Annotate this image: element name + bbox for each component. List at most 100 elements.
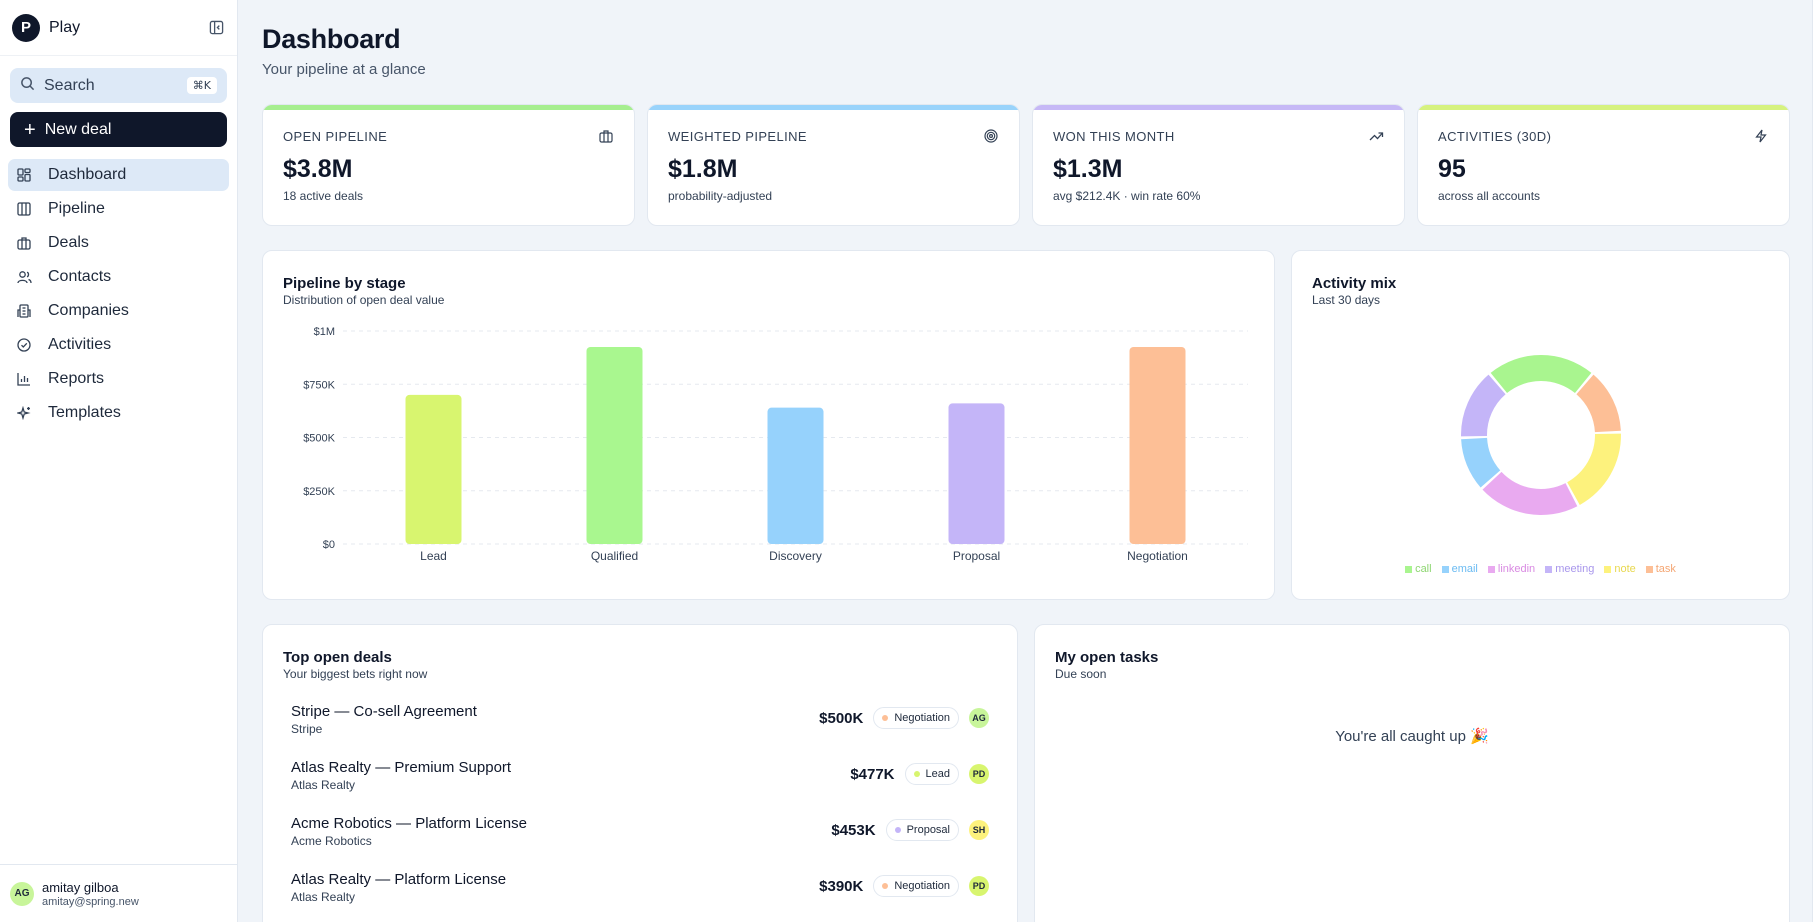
app-logo[interactable]: P — [12, 13, 40, 42]
deal-amount: $390K — [819, 877, 864, 895]
bar-negotiation[interactable] — [1129, 346, 1186, 544]
page-title: Dashboard — [262, 24, 401, 54]
kpi-value: $1.8M — [668, 155, 738, 183]
kpi-label: ACTIVITIES (30D) — [1438, 129, 1552, 144]
avatar: PD — [969, 764, 989, 784]
sidebar-item-deals[interactable]: Deals — [8, 227, 229, 259]
kpi-label: OPEN PIPELINE — [283, 129, 388, 144]
user-email: amitay@spring.new — [42, 895, 139, 908]
sidebar-item-contacts[interactable]: Contacts — [8, 261, 229, 293]
card-subtitle: Last 30 days — [1312, 293, 1381, 307]
x-tick-label: Proposal — [953, 549, 1000, 563]
kpi-value: 95 — [1438, 155, 1466, 183]
status-badge: Negotiation — [873, 707, 959, 729]
table-row[interactable]: Acme Robotics — Platform License Acme Ro… — [291, 807, 989, 855]
deal-amount: $453K — [831, 821, 876, 839]
legend-label: note — [1614, 563, 1636, 575]
scrollbar-track[interactable] — [1812, 0, 1818, 922]
bar-lead[interactable] — [405, 394, 462, 544]
user-profile[interactable]: AG amitay gilboa amitay@spring.new — [0, 864, 238, 922]
sidebar-item-label: Activities — [48, 336, 112, 353]
legend-item-task[interactable]: task — [1645, 563, 1676, 575]
slice-note[interactable] — [1567, 433, 1621, 505]
slice-linkedin[interactable] — [1482, 471, 1578, 515]
kpi-label: WEIGHTED PIPELINE — [668, 129, 807, 144]
kpi-card-won-this-month: WON THIS MONTH $1.3M avg $212.4K · win r… — [1032, 104, 1405, 226]
kpi-subtext: avg $212.4K · win rate 60% — [1053, 189, 1201, 203]
card-title: Pipeline by stage — [283, 275, 406, 292]
deal-name: Stripe — Co-sell Agreement — [291, 703, 477, 720]
slice-meeting[interactable] — [1461, 374, 1506, 437]
deal-company: Atlas Realty — [291, 890, 356, 904]
briefcase-icon — [598, 128, 614, 144]
legend-item-note[interactable]: note — [1604, 563, 1636, 575]
legend-item-meeting[interactable]: meeting — [1545, 563, 1594, 575]
chart-legend: call email linkedin meeting note task — [1292, 563, 1789, 575]
deal-amount: $477K — [850, 765, 895, 783]
bar-qualified[interactable] — [586, 346, 643, 544]
legend-item-linkedin[interactable]: linkedin — [1487, 563, 1536, 575]
kpi-subtext: 18 active deals — [283, 189, 364, 203]
legend-label: task — [1655, 563, 1676, 575]
table-row[interactable]: Atlas Realty — Platform License Atlas Re… — [291, 863, 989, 911]
kpi-subtext: across all accounts — [1438, 189, 1541, 203]
deal-name: Atlas Realty — Premium Support — [291, 759, 512, 776]
table-row[interactable]: Stripe — Co-sell Agreement Stripe $500K … — [291, 695, 989, 743]
bar-discovery[interactable] — [767, 407, 824, 544]
empty-state-message: You're all caught up 🎉 — [1335, 728, 1489, 745]
table-row[interactable]: Atlas Realty — Premium Support Atlas Rea… — [291, 751, 989, 799]
pipeline-by-stage-card: Pipeline by stage Distribution of open d… — [262, 250, 1275, 600]
new-deal-button[interactable]: + New deal — [10, 112, 227, 147]
kpi-card-weighted-pipeline: WEIGHTED PIPELINE $1.8M probability-adju… — [647, 104, 1020, 226]
x-tick-label: Discovery — [769, 549, 822, 563]
kpi-subtext: probability-adjusted — [668, 189, 773, 203]
sidebar-item-pipeline[interactable]: Pipeline — [8, 193, 229, 225]
sidebar-item-dashboard[interactable]: Dashboard — [8, 159, 229, 191]
legend-item-email[interactable]: email — [1441, 563, 1478, 575]
building-icon — [16, 303, 32, 319]
trending-up-icon — [1368, 128, 1384, 144]
y-tick-label: $0 — [323, 539, 335, 551]
stage-label: Lead — [925, 768, 950, 780]
briefcase-icon — [16, 235, 32, 251]
slice-call[interactable] — [1490, 355, 1592, 394]
sidebar-item-templates[interactable]: Templates — [8, 397, 229, 429]
x-tick-label: Qualified — [591, 549, 638, 563]
brand-header: P Play — [0, 0, 237, 56]
sidebar-item-reports[interactable]: Reports — [8, 363, 229, 395]
sidebar-item-companies[interactable]: Companies — [8, 295, 229, 327]
contacts-icon — [16, 269, 32, 285]
search-button[interactable]: Search ⌘K — [10, 68, 227, 103]
kpi-label: WON THIS MONTH — [1053, 129, 1175, 144]
slice-email[interactable] — [1461, 437, 1501, 488]
card-title: Top open deals — [283, 649, 392, 666]
legend-item-call[interactable]: call — [1405, 563, 1432, 575]
search-label: Search — [44, 76, 95, 94]
deal-company: Stripe — [291, 722, 323, 736]
check-circle-icon — [16, 337, 32, 353]
sidebar-item-label: Templates — [48, 404, 121, 421]
collapse-sidebar-icon[interactable] — [207, 19, 225, 37]
pipeline-bar-chart: $0 $250K $500K $750K $1M Lead Qualified Discove… — [303, 326, 1248, 563]
legend-label: linkedin — [1497, 563, 1536, 575]
y-tick-label: $750K — [303, 379, 335, 391]
legend-swatch — [1645, 565, 1653, 573]
bar-proposal[interactable] — [948, 403, 1005, 544]
activity-mix-card: Activity mix Last 30 days call email lin… — [1291, 250, 1790, 600]
sidebar-item-activities[interactable]: Activities — [8, 329, 229, 361]
kpi-accent-bar — [1418, 105, 1789, 110]
legend-swatch — [1604, 565, 1612, 573]
card-subtitle: Your biggest bets right now — [283, 667, 428, 681]
avatar: AG — [10, 881, 34, 906]
stage-label: Negotiation — [894, 712, 950, 724]
main-nav: Dashboard Pipeline Deals Contacts Compan… — [0, 159, 237, 429]
stage-label: Negotiation — [894, 880, 950, 892]
deal-company: Atlas Realty — [291, 778, 356, 792]
stage-dot — [882, 883, 889, 889]
plus-icon: + — [24, 118, 36, 141]
card-title: My open tasks — [1055, 649, 1159, 666]
kpi-value: $3.8M — [283, 155, 353, 183]
slice-task[interactable] — [1576, 374, 1621, 433]
y-tick-label: $250K — [303, 486, 335, 498]
avatar: SH — [969, 820, 989, 840]
